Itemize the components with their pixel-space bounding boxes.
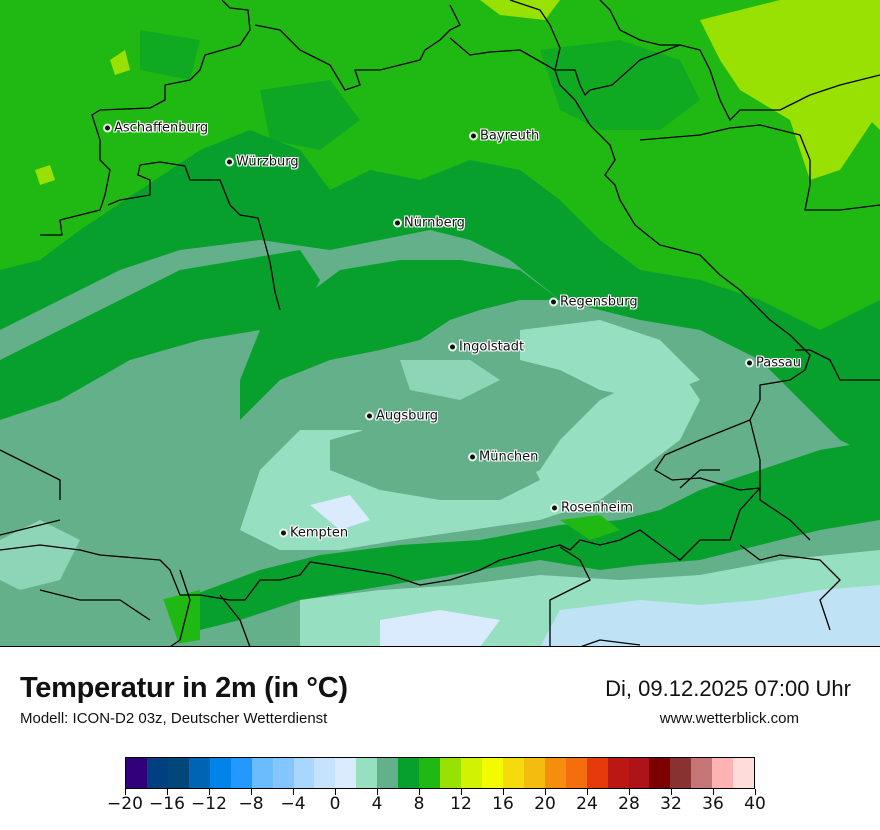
map-title: Temperatur in 2m (in °C) [20,672,348,704]
colorbar-segment [356,758,378,788]
colorbar-segment [335,758,357,788]
colorbar-tick-label: −12 [191,794,227,814]
colorbar-tick [250,789,252,795]
model-source: Modell: ICON-D2 03z, Deutscher Wetterdie… [20,710,328,727]
colorbar-segment [544,758,566,788]
colorbar-segment [523,758,545,788]
colorbar-tick-label: −8 [238,794,264,814]
colorbar-segment [649,758,671,788]
colorbar-segment [440,758,461,788]
colorbar-tick-label: 40 [744,794,766,814]
colorbar-segment [628,758,650,788]
colorbar-tick-label: 20 [534,794,556,814]
colorbar-tick [292,789,294,795]
colorbar-segment [502,758,524,788]
colorbar-tick [208,789,210,795]
colorbar-segment [272,758,294,788]
city-label-wuerzburg: Würzburg [225,155,299,170]
colorbar-tick [586,789,588,795]
city-label-kempten: Kempten [279,526,348,541]
city-label-rosenheim: Rosenheim [550,501,633,516]
city-marker-icon [365,411,374,421]
colorbar-tick [460,789,462,795]
website-credit: www.wetterblick.com [659,710,799,727]
colorbar-segment [251,758,273,788]
city-marker-icon [468,452,477,462]
colorbar-segment [419,758,441,788]
colorbar-segment [565,758,587,788]
colorbar-segment [314,758,336,788]
colorbar-segment [126,758,147,788]
colorbar-tick [754,789,756,795]
colorbar-segment [461,758,482,788]
colorbar-segment [230,758,252,788]
city-marker-icon [469,131,478,141]
colorbar-tick [334,789,336,795]
colorbar-segment [586,758,608,788]
colorbar-tick-label: 8 [413,794,425,814]
city-label-augsburg: Augsburg [365,409,438,424]
colorbar-tick-label: 4 [371,794,383,814]
city-marker-icon [448,342,457,352]
valid-datetime: Di, 09.12.2025 07:00 Uhr [605,676,851,701]
colorbar-tick [544,789,546,795]
colorbar-tick-label: 36 [702,794,724,814]
colorbar-tick-label: 16 [492,794,514,814]
colorbar-segment [188,758,210,788]
city-marker-icon [745,358,754,368]
colorbar-segment [733,758,755,788]
colorbar-tick-label: −16 [149,794,185,814]
colorbar-tick-label: −20 [107,794,143,814]
colorbar-segment [377,758,399,788]
colorbar-segment [146,758,168,788]
colorbar-tick-label: 12 [450,794,472,814]
city-label-ingolstadt: Ingolstadt [448,340,524,355]
colorbar-segment [398,758,420,788]
colorbar-tick-label: 32 [660,794,682,814]
colorbar-tick-label: 24 [576,794,598,814]
colorbar-tick-label: −4 [280,794,306,814]
colorbar-tick [670,789,672,795]
temperature-colorbar [125,757,755,789]
colorbar-tick-label: 0 [329,794,341,814]
colorbar-ticks: −20 −16 −12 −8 −4 0 4 8 12 16 20 24 28 32 36 40 [107,789,766,829]
city-marker-icon [393,218,402,228]
colorbar-segment [209,758,231,788]
city-marker-icon [549,297,558,307]
colorbar-tick [628,789,630,795]
colorbar-segment [293,758,315,788]
colorbar-tick [166,789,168,795]
city-marker-icon [103,123,112,133]
colorbar-segment [481,758,503,788]
city-label-regensburg: Regensburg [549,295,638,310]
city-label-bayreuth: Bayreuth [469,129,539,144]
city-label-nuernberg: Nürnberg [393,216,465,231]
city-label-aschaffenburg: Aschaffenburg [103,121,208,136]
colorbar-segment [607,758,629,788]
city-label-muenchen: München [468,450,538,465]
temperature-map: Aschaffenburg Würzburg Bayreuth Nürnberg… [0,0,880,647]
colorbar-tick-label: 28 [618,794,640,814]
temperature-field [0,0,880,646]
colorbar-segment [670,758,692,788]
colorbar-segment [712,758,734,788]
colorbar-tick [124,789,126,795]
colorbar-tick [502,789,504,795]
colorbar-tick [376,789,378,795]
colorbar-segment [691,758,713,788]
city-marker-icon [225,157,234,167]
city-label-passau: Passau [745,356,801,371]
colorbar-tick [418,789,420,795]
city-marker-icon [279,528,288,538]
city-marker-icon [550,503,559,513]
colorbar-tick [712,789,714,795]
colorbar-segment [167,758,189,788]
